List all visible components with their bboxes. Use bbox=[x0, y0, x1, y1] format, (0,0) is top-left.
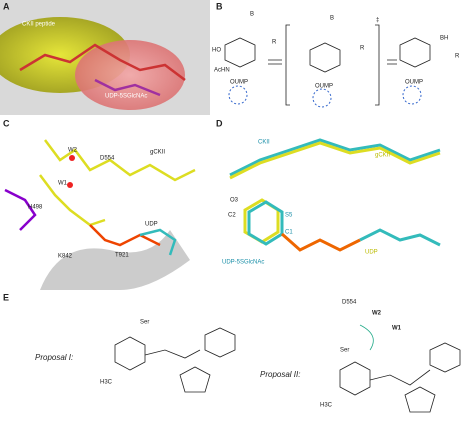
stick bbox=[89, 224, 161, 247]
arrow bbox=[359, 324, 374, 351]
label: CKII bbox=[258, 140, 270, 146]
water bbox=[67, 182, 73, 188]
label: UDP bbox=[145, 222, 158, 228]
bracket bbox=[285, 24, 380, 106]
label: gCKII bbox=[150, 150, 165, 156]
label: OUMP bbox=[230, 80, 248, 86]
ring bbox=[309, 42, 341, 73]
ring bbox=[243, 198, 280, 244]
label: OUMP bbox=[315, 84, 333, 90]
label: H3C bbox=[320, 403, 333, 409]
label: D554 bbox=[342, 300, 357, 306]
label: HO bbox=[212, 48, 221, 54]
label: Ser bbox=[340, 348, 349, 354]
stick bbox=[4, 188, 37, 231]
stick bbox=[94, 78, 161, 97]
label: W2 bbox=[372, 311, 382, 317]
stick bbox=[281, 232, 361, 252]
label: Proposal I: bbox=[35, 353, 73, 362]
stick bbox=[229, 138, 441, 177]
label: H3C bbox=[100, 380, 113, 386]
panel-letter: E bbox=[3, 292, 9, 302]
mg bbox=[402, 85, 422, 105]
label: CKII peptide bbox=[22, 22, 56, 28]
label: D554 bbox=[100, 156, 115, 162]
ring bbox=[179, 366, 211, 393]
label: ‡ bbox=[376, 18, 379, 24]
stick bbox=[39, 174, 106, 227]
label: gCKII bbox=[375, 153, 390, 159]
label: K842 bbox=[58, 254, 73, 260]
stick bbox=[229, 141, 441, 180]
stick bbox=[44, 139, 196, 182]
ligand-surface bbox=[75, 40, 185, 110]
stick bbox=[139, 228, 177, 256]
mg bbox=[228, 85, 248, 105]
label: W1 bbox=[392, 326, 402, 332]
arrow bbox=[268, 59, 397, 65]
label: Proposal II: bbox=[260, 370, 300, 379]
panel-letter: B bbox=[216, 1, 223, 11]
label: OUMP bbox=[405, 80, 423, 86]
label: UDP bbox=[365, 250, 378, 256]
label: R bbox=[272, 40, 277, 46]
label: W2 bbox=[68, 148, 78, 154]
panel-letter: D bbox=[216, 118, 223, 128]
label: W1 bbox=[58, 181, 68, 187]
ring bbox=[339, 361, 371, 396]
label: O3 bbox=[230, 198, 239, 204]
stick bbox=[359, 228, 441, 247]
ring bbox=[399, 37, 431, 68]
label: BH bbox=[440, 36, 448, 42]
label: B bbox=[250, 12, 254, 18]
label: AcHN bbox=[214, 68, 230, 74]
bond bbox=[144, 349, 201, 359]
stick bbox=[19, 43, 186, 81]
label: T921 bbox=[115, 253, 129, 259]
label: B bbox=[330, 16, 334, 22]
bond bbox=[369, 369, 431, 386]
panel-letter: C bbox=[3, 118, 10, 128]
label: R bbox=[455, 54, 460, 60]
ring bbox=[224, 37, 256, 68]
ribbon bbox=[40, 230, 190, 290]
ring bbox=[429, 342, 461, 373]
label: UDP-5SGlcNAc bbox=[105, 94, 147, 100]
water bbox=[69, 155, 75, 161]
label: UDP-5SGlcNAc bbox=[222, 260, 264, 266]
label: H498 bbox=[28, 205, 43, 211]
panel-letter: A bbox=[3, 1, 10, 11]
label: S5 bbox=[285, 213, 293, 219]
ring bbox=[404, 386, 436, 413]
label: C2 bbox=[228, 213, 236, 219]
label: Ser bbox=[140, 320, 149, 326]
label: R bbox=[360, 46, 365, 52]
mg bbox=[312, 88, 332, 108]
ring bbox=[114, 336, 146, 371]
ring bbox=[204, 327, 236, 358]
label: C1 bbox=[285, 230, 293, 236]
